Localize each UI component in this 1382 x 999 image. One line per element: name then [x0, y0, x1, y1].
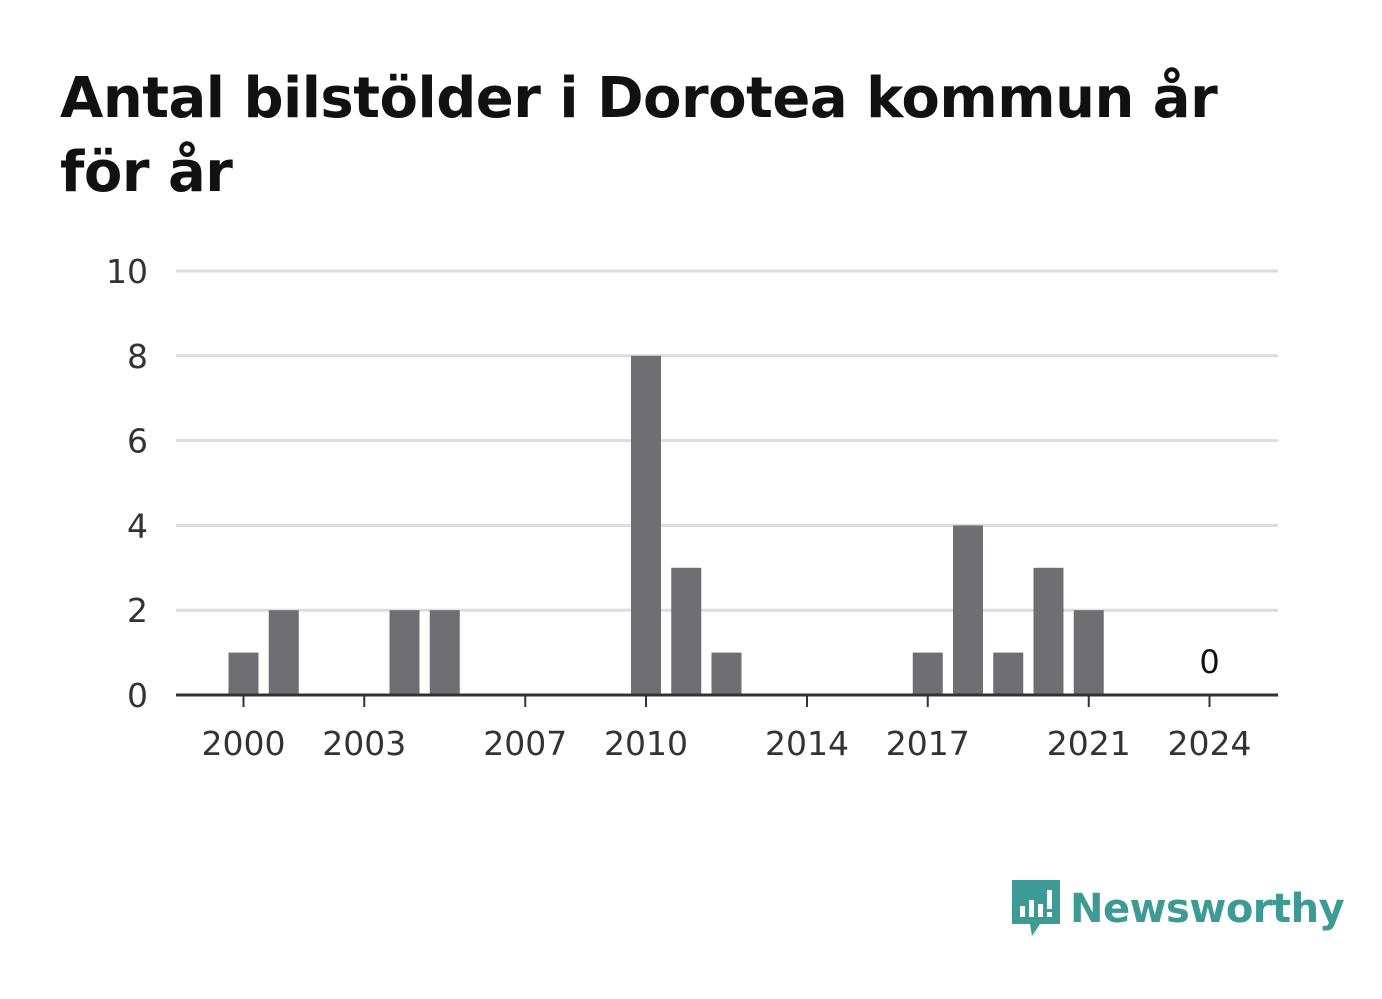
y-tick-label: 8: [127, 337, 148, 376]
bars: [228, 355, 1104, 695]
y-tick-label: 2: [127, 591, 148, 630]
y-tick-label: 10: [106, 252, 148, 291]
data-label: 0: [1199, 643, 1219, 681]
bar: [711, 652, 742, 695]
bar: [268, 610, 299, 695]
x-tick-label: 2024: [1168, 724, 1252, 763]
x-tick-label: 2021: [1047, 724, 1131, 763]
logo-text: Newsworthy: [1070, 886, 1345, 932]
newsworthy-logo: Newsworthy: [1010, 878, 1345, 940]
labels: 0 2 4 6 8 10 2000 2003 2007 2010 2014 2017 2021 2024 0: [106, 252, 1251, 763]
x-tick-label: 2010: [604, 724, 688, 763]
axes: [176, 693, 1278, 707]
bar: [631, 355, 661, 695]
x-tick-label: 2017: [886, 724, 970, 763]
newsworthy-chart-icon: [1012, 880, 1060, 936]
chart-title: Antal bilstölder i Dorotea kommun år för…: [60, 66, 1218, 205]
bar: [993, 652, 1024, 695]
bar: [1073, 610, 1104, 695]
y-tick-label: 6: [127, 422, 148, 461]
bar: [671, 567, 702, 695]
y-tick-label: 0: [127, 676, 148, 715]
x-tick-label: 2014: [765, 724, 849, 763]
bar: [389, 610, 420, 695]
gridlines: [176, 269, 1278, 612]
bar: [912, 652, 943, 695]
x-tick-label: 2003: [322, 724, 406, 763]
bar: [1033, 567, 1064, 695]
x-tick-label: 2000: [202, 724, 286, 763]
x-tick-label: 2007: [483, 724, 567, 763]
bar: [953, 525, 983, 695]
bar: [429, 610, 460, 695]
y-tick-label: 4: [127, 506, 148, 545]
bar: [228, 652, 259, 695]
